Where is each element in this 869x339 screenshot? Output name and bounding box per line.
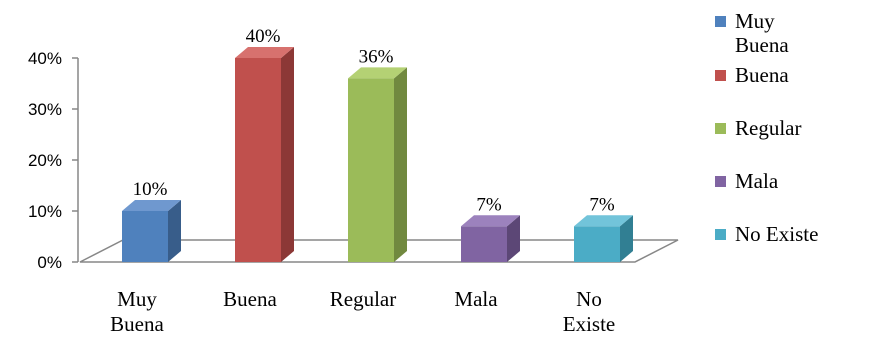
legend-swatch <box>715 70 726 81</box>
bar <box>122 200 181 262</box>
legend-swatch <box>715 229 726 240</box>
bar-top <box>461 215 520 227</box>
bar-side <box>507 215 520 262</box>
bar-front <box>122 211 168 262</box>
data-label: 7% <box>476 194 502 215</box>
data-label: 7% <box>589 194 615 215</box>
x-tick-label: No Existe <box>563 287 616 336</box>
bar <box>348 67 407 263</box>
bar-side <box>620 215 633 262</box>
bar <box>461 215 520 262</box>
bar-side <box>168 200 181 262</box>
legend-entry: No Existe <box>715 222 818 246</box>
y-tick-label: 0% <box>37 253 62 272</box>
y-tick-label: 20% <box>28 151 62 170</box>
bar <box>574 215 633 262</box>
bar <box>235 47 294 262</box>
data-labels: 10% 40% 36% 7% 7% <box>133 26 615 215</box>
legend-entry: Regular <box>715 116 801 140</box>
bar-side <box>281 47 294 262</box>
bar-side <box>394 67 407 263</box>
legend-swatch <box>715 176 726 187</box>
bar-front <box>235 58 281 262</box>
data-label: 36% <box>359 46 394 67</box>
bar-top <box>348 67 407 79</box>
legend-entry: Buena <box>715 63 789 87</box>
legend-label: Regular <box>735 116 801 140</box>
legend-label: Buena <box>735 63 789 87</box>
legend-label: Muy Buena <box>735 9 789 57</box>
legend: Muy Buena Buena Regular Mala No Existe <box>715 9 818 246</box>
y-tick-label: 40% <box>28 49 62 68</box>
legend-label: No Existe <box>735 222 818 246</box>
x-axis-labels: Muy Buena Buena Regular Mala No Existe <box>110 287 615 336</box>
legend-entry: Mala <box>715 169 779 193</box>
y-tick-label: 30% <box>28 100 62 119</box>
data-label: 10% <box>133 179 168 200</box>
y-tick-label: 10% <box>28 202 62 221</box>
bar-front <box>574 226 620 262</box>
data-label: 40% <box>246 26 281 47</box>
y-axis: 0% 10% 20% 30% 40% <box>28 49 78 272</box>
bar-front <box>461 226 507 262</box>
x-tick-label: Mala <box>454 287 498 311</box>
bars <box>122 47 633 263</box>
bar-top <box>122 200 181 211</box>
x-tick-label: Muy Buena <box>110 287 164 336</box>
bar-top <box>235 47 294 58</box>
legend-swatch <box>715 16 726 27</box>
bar-top <box>574 215 633 227</box>
bar-front <box>348 78 394 263</box>
legend-swatch <box>715 123 726 134</box>
legend-label: Mala <box>735 169 779 193</box>
x-tick-label: Regular <box>330 287 396 311</box>
floor-plane <box>79 239 679 263</box>
legend-entry: Muy Buena <box>715 9 789 57</box>
x-tick-label: Buena <box>223 287 277 311</box>
